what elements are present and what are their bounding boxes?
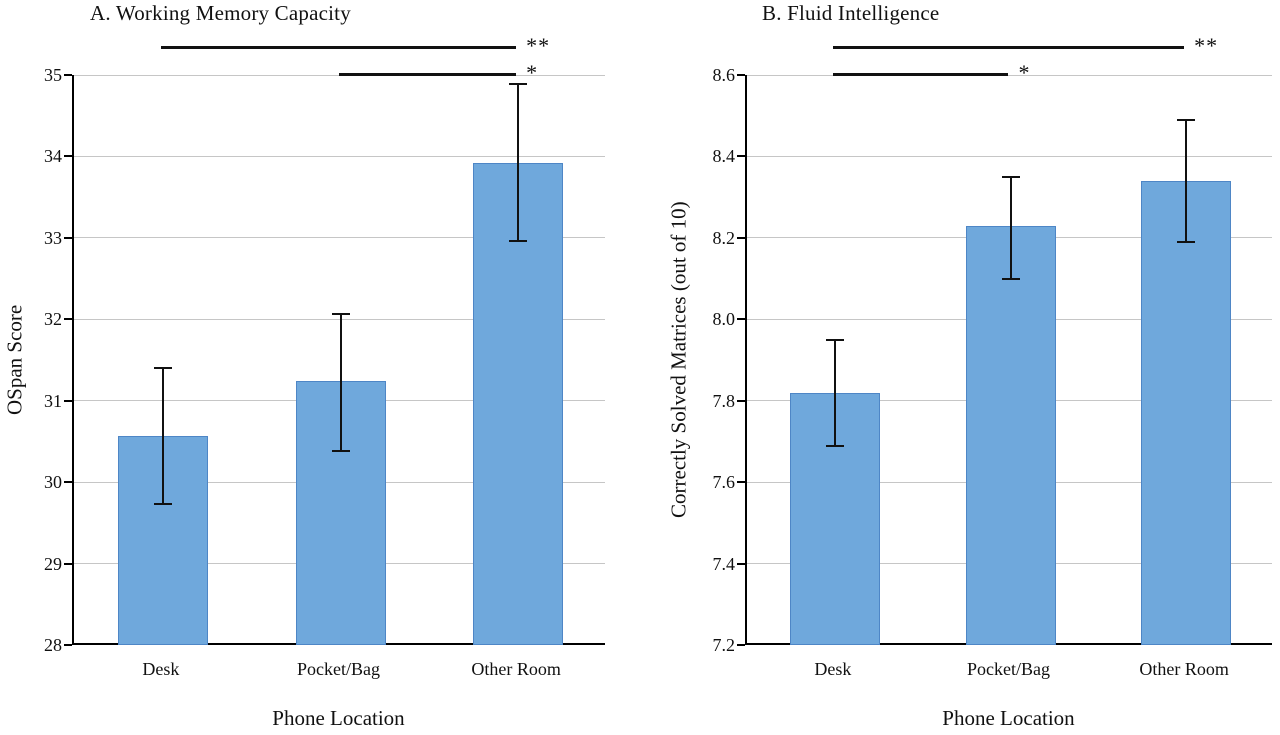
- error-bar-stem: [339, 314, 342, 452]
- y-tick: [737, 644, 745, 646]
- y-tick: [64, 318, 72, 321]
- y-tick-label: 34: [44, 146, 62, 167]
- error-bar-cap: [1001, 175, 1020, 178]
- significance-label: *: [1018, 60, 1031, 85]
- y-tick-label: 31: [44, 390, 62, 411]
- error-bar-cap: [509, 82, 528, 85]
- significance-line: [832, 46, 1185, 49]
- panel-working-memory-capacity: A. Working Memory Capacity OSpan Score P…: [3, 1, 605, 730]
- error-bar-cap: [509, 240, 528, 243]
- error-bar-cap: [331, 313, 350, 316]
- y-tick-label: 33: [44, 227, 62, 248]
- y-tick: [64, 236, 72, 239]
- y-tick: [64, 562, 72, 565]
- error-bar-stem: [833, 339, 836, 446]
- error-bar-cap: [825, 338, 844, 341]
- y-tick-label: 8.6: [712, 65, 736, 85]
- significance-label: **: [526, 33, 551, 58]
- y-tick-label: 32: [44, 309, 62, 330]
- error-bar-cap: [331, 450, 350, 453]
- error-bar-cap: [1177, 240, 1196, 243]
- error-bar-cap: [1177, 118, 1196, 121]
- significance-line: [160, 46, 517, 49]
- error-bar-stem: [161, 368, 164, 505]
- y-tick: [737, 481, 745, 484]
- y-tick: [737, 155, 745, 158]
- y-tick: [737, 562, 745, 565]
- significance-line: [338, 73, 517, 76]
- x-tick-label: Pocket/Bag: [967, 659, 1050, 679]
- y-tick-label: 7.6: [712, 472, 736, 493]
- y-tick: [737, 399, 745, 402]
- bar: [1141, 180, 1232, 645]
- y-tick: [737, 318, 745, 321]
- y-tick: [737, 236, 745, 239]
- gridline: [747, 74, 1272, 76]
- y-tick-label: 8.0: [712, 309, 736, 330]
- y-tick: [737, 74, 745, 76]
- y-tick-label: 28: [44, 635, 62, 655]
- error-bar-cap: [825, 444, 844, 447]
- x-tick-label: Pocket/Bag: [297, 659, 380, 679]
- chart-title: B. Fluid Intelligence: [762, 1, 940, 25]
- y-tick: [64, 644, 72, 646]
- bar: [295, 381, 386, 645]
- x-tick-label: Other Room: [471, 659, 561, 679]
- y-tick-label: 35: [44, 65, 62, 85]
- chart-title: A. Working Memory Capacity: [90, 1, 351, 25]
- y-tick: [64, 155, 72, 158]
- gridline: [747, 155, 1272, 157]
- bar: [965, 225, 1056, 645]
- error-bar-cap: [153, 367, 172, 370]
- x-axis-label: Phone Location: [942, 706, 1075, 730]
- plot-area: [737, 74, 1272, 646]
- gridline: [74, 155, 605, 157]
- y-tick: [64, 74, 72, 76]
- y-tick: [64, 481, 72, 484]
- x-axis-label: Phone Location: [272, 706, 405, 730]
- significance-line: [832, 73, 1009, 76]
- error-bar-cap: [153, 503, 172, 506]
- y-axis-label: Correctly Solved Matrices (out of 10): [666, 201, 691, 519]
- y-tick-label: 7.2: [712, 635, 736, 655]
- y-tick-label: 29: [44, 553, 62, 574]
- error-bar-stem: [1009, 176, 1012, 279]
- panel-fluid-intelligence: B. Fluid Intelligence Correctly Solved M…: [640, 0, 1280, 735]
- gridline: [74, 237, 605, 239]
- y-tick-label: 8.4: [712, 146, 736, 167]
- y-tick-label: 7.4: [712, 553, 736, 574]
- x-tick-label: Other Room: [1139, 659, 1229, 679]
- significance-label: **: [1194, 33, 1219, 58]
- bar: [473, 162, 564, 645]
- x-tick-label: Desk: [142, 659, 180, 679]
- error-bar-stem: [517, 83, 520, 242]
- y-tick-label: 7.8: [712, 390, 736, 411]
- plot-area: [64, 74, 605, 646]
- y-tick-label: 30: [44, 472, 62, 493]
- y-tick-label: 8.2: [712, 227, 736, 248]
- x-tick-label: Desk: [814, 659, 852, 679]
- error-bar-cap: [1001, 277, 1020, 280]
- y-tick: [64, 399, 72, 402]
- error-bar-stem: [1185, 119, 1188, 242]
- significance-label: *: [526, 60, 539, 85]
